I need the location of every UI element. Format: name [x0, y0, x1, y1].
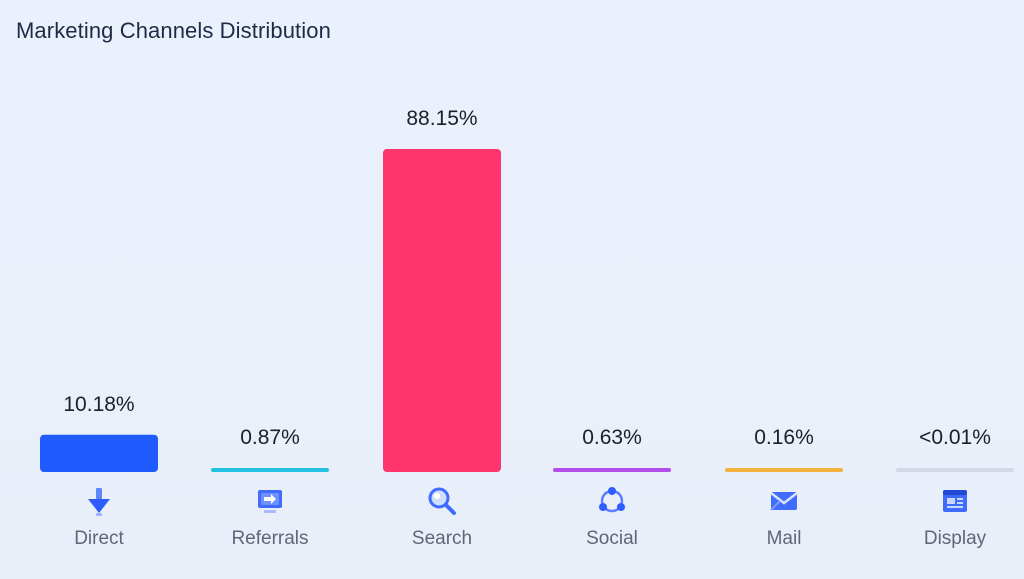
category-label-referrals: Referrals: [231, 528, 309, 549]
mail-envelope-icon: [770, 492, 798, 511]
bar-search: [383, 149, 501, 472]
value-label-social: 0.63%: [582, 426, 642, 449]
bar-direct: [40, 434, 158, 472]
category-label-social: Social: [586, 528, 638, 549]
referral-screen-icon: [258, 490, 282, 513]
bar-referrals: [211, 468, 329, 472]
category-label-direct: Direct: [74, 528, 124, 549]
value-label-display: <0.01%: [919, 426, 991, 449]
value-label-search: 88.15%: [406, 107, 478, 130]
category-label-display: Display: [923, 528, 987, 549]
bar-social: [553, 468, 671, 472]
chart-title: Marketing Channels Distribution: [16, 18, 331, 43]
bar-mail: [725, 468, 843, 472]
arrow-down-icon: [88, 488, 110, 516]
value-label-referrals: 0.87%: [240, 426, 300, 449]
value-label-mail: 0.16%: [754, 426, 814, 449]
social-share-icon: [599, 487, 625, 513]
category-label-mail: Mail: [766, 528, 802, 549]
category-label-search: Search: [411, 528, 473, 549]
display-browser-icon: [943, 490, 967, 512]
value-label-direct: 10.18%: [63, 392, 135, 416]
search-magnifier-icon: [428, 487, 456, 515]
bar-display: [896, 468, 1014, 472]
